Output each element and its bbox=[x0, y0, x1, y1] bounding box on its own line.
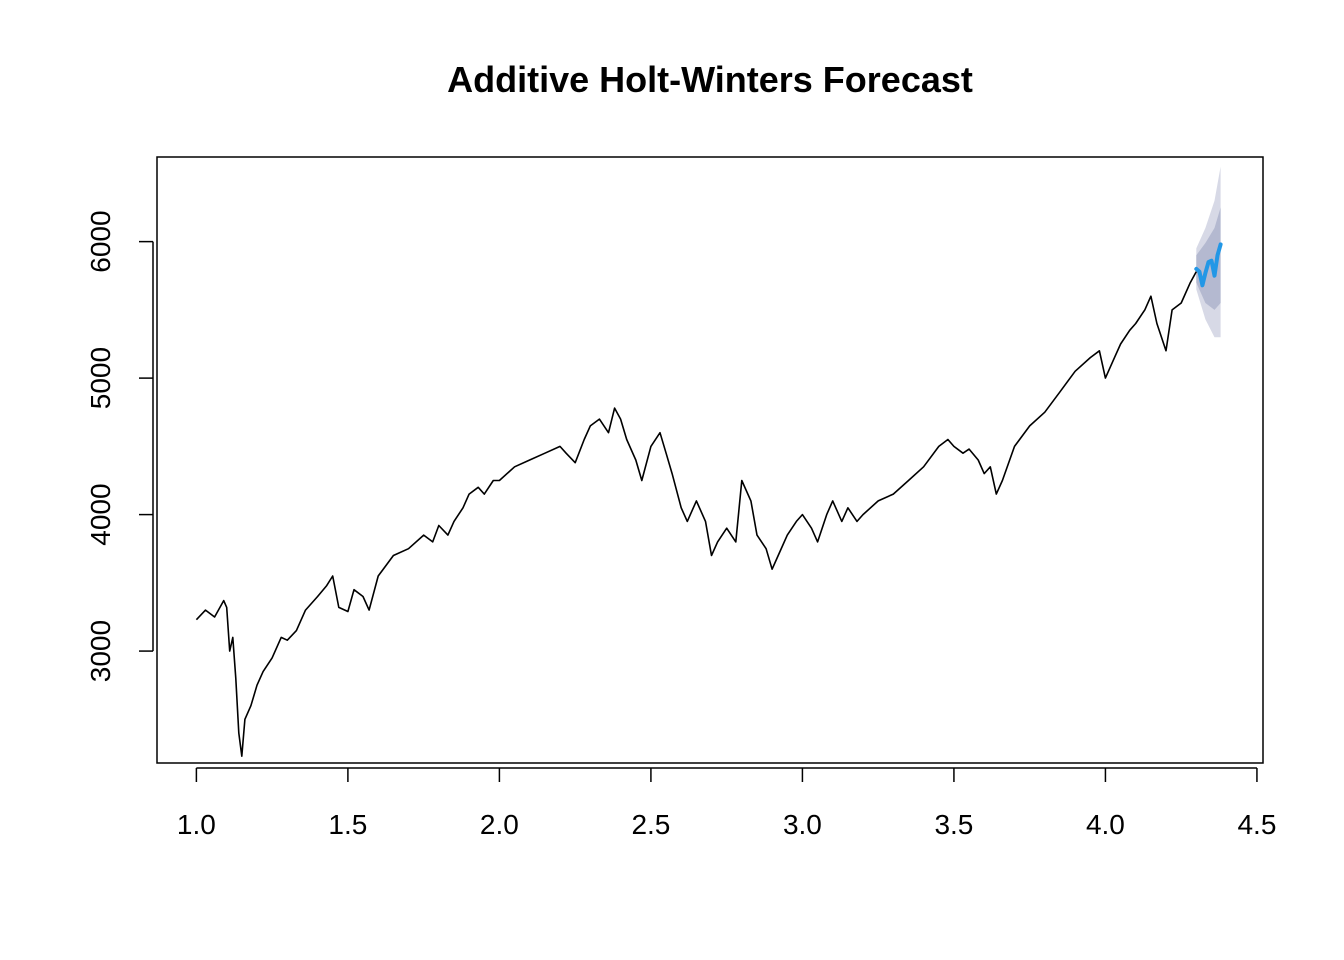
y-tick-label: 5000 bbox=[85, 347, 116, 409]
x-axis: 1.0 1.5 2.0 2.5 3.0 3.5 4.0 4.5 bbox=[177, 767, 1276, 840]
y-axis: 3000 4000 5000 6000 bbox=[85, 210, 154, 682]
x-tick-label: 2.5 bbox=[631, 809, 670, 840]
x-tick-label: 4.0 bbox=[1086, 809, 1125, 840]
x-tick-label: 2.0 bbox=[480, 809, 519, 840]
x-tick-label: 4.5 bbox=[1237, 809, 1276, 840]
chart-title: Additive Holt-Winters Forecast bbox=[447, 59, 973, 100]
y-tick-label: 6000 bbox=[85, 210, 116, 272]
y-tick-label: 3000 bbox=[85, 620, 116, 682]
y-tick-label: 4000 bbox=[85, 483, 116, 545]
observed-series-line bbox=[195, 271, 1198, 758]
forecast-series-line bbox=[1194, 242, 1223, 288]
x-tick-label: 1.0 bbox=[177, 809, 216, 840]
plot-frame bbox=[156, 156, 1264, 764]
x-tick-label: 3.0 bbox=[783, 809, 822, 840]
x-tick-label: 1.5 bbox=[328, 809, 367, 840]
x-tick-label: 3.5 bbox=[934, 809, 973, 840]
series-lines bbox=[195, 242, 1223, 758]
